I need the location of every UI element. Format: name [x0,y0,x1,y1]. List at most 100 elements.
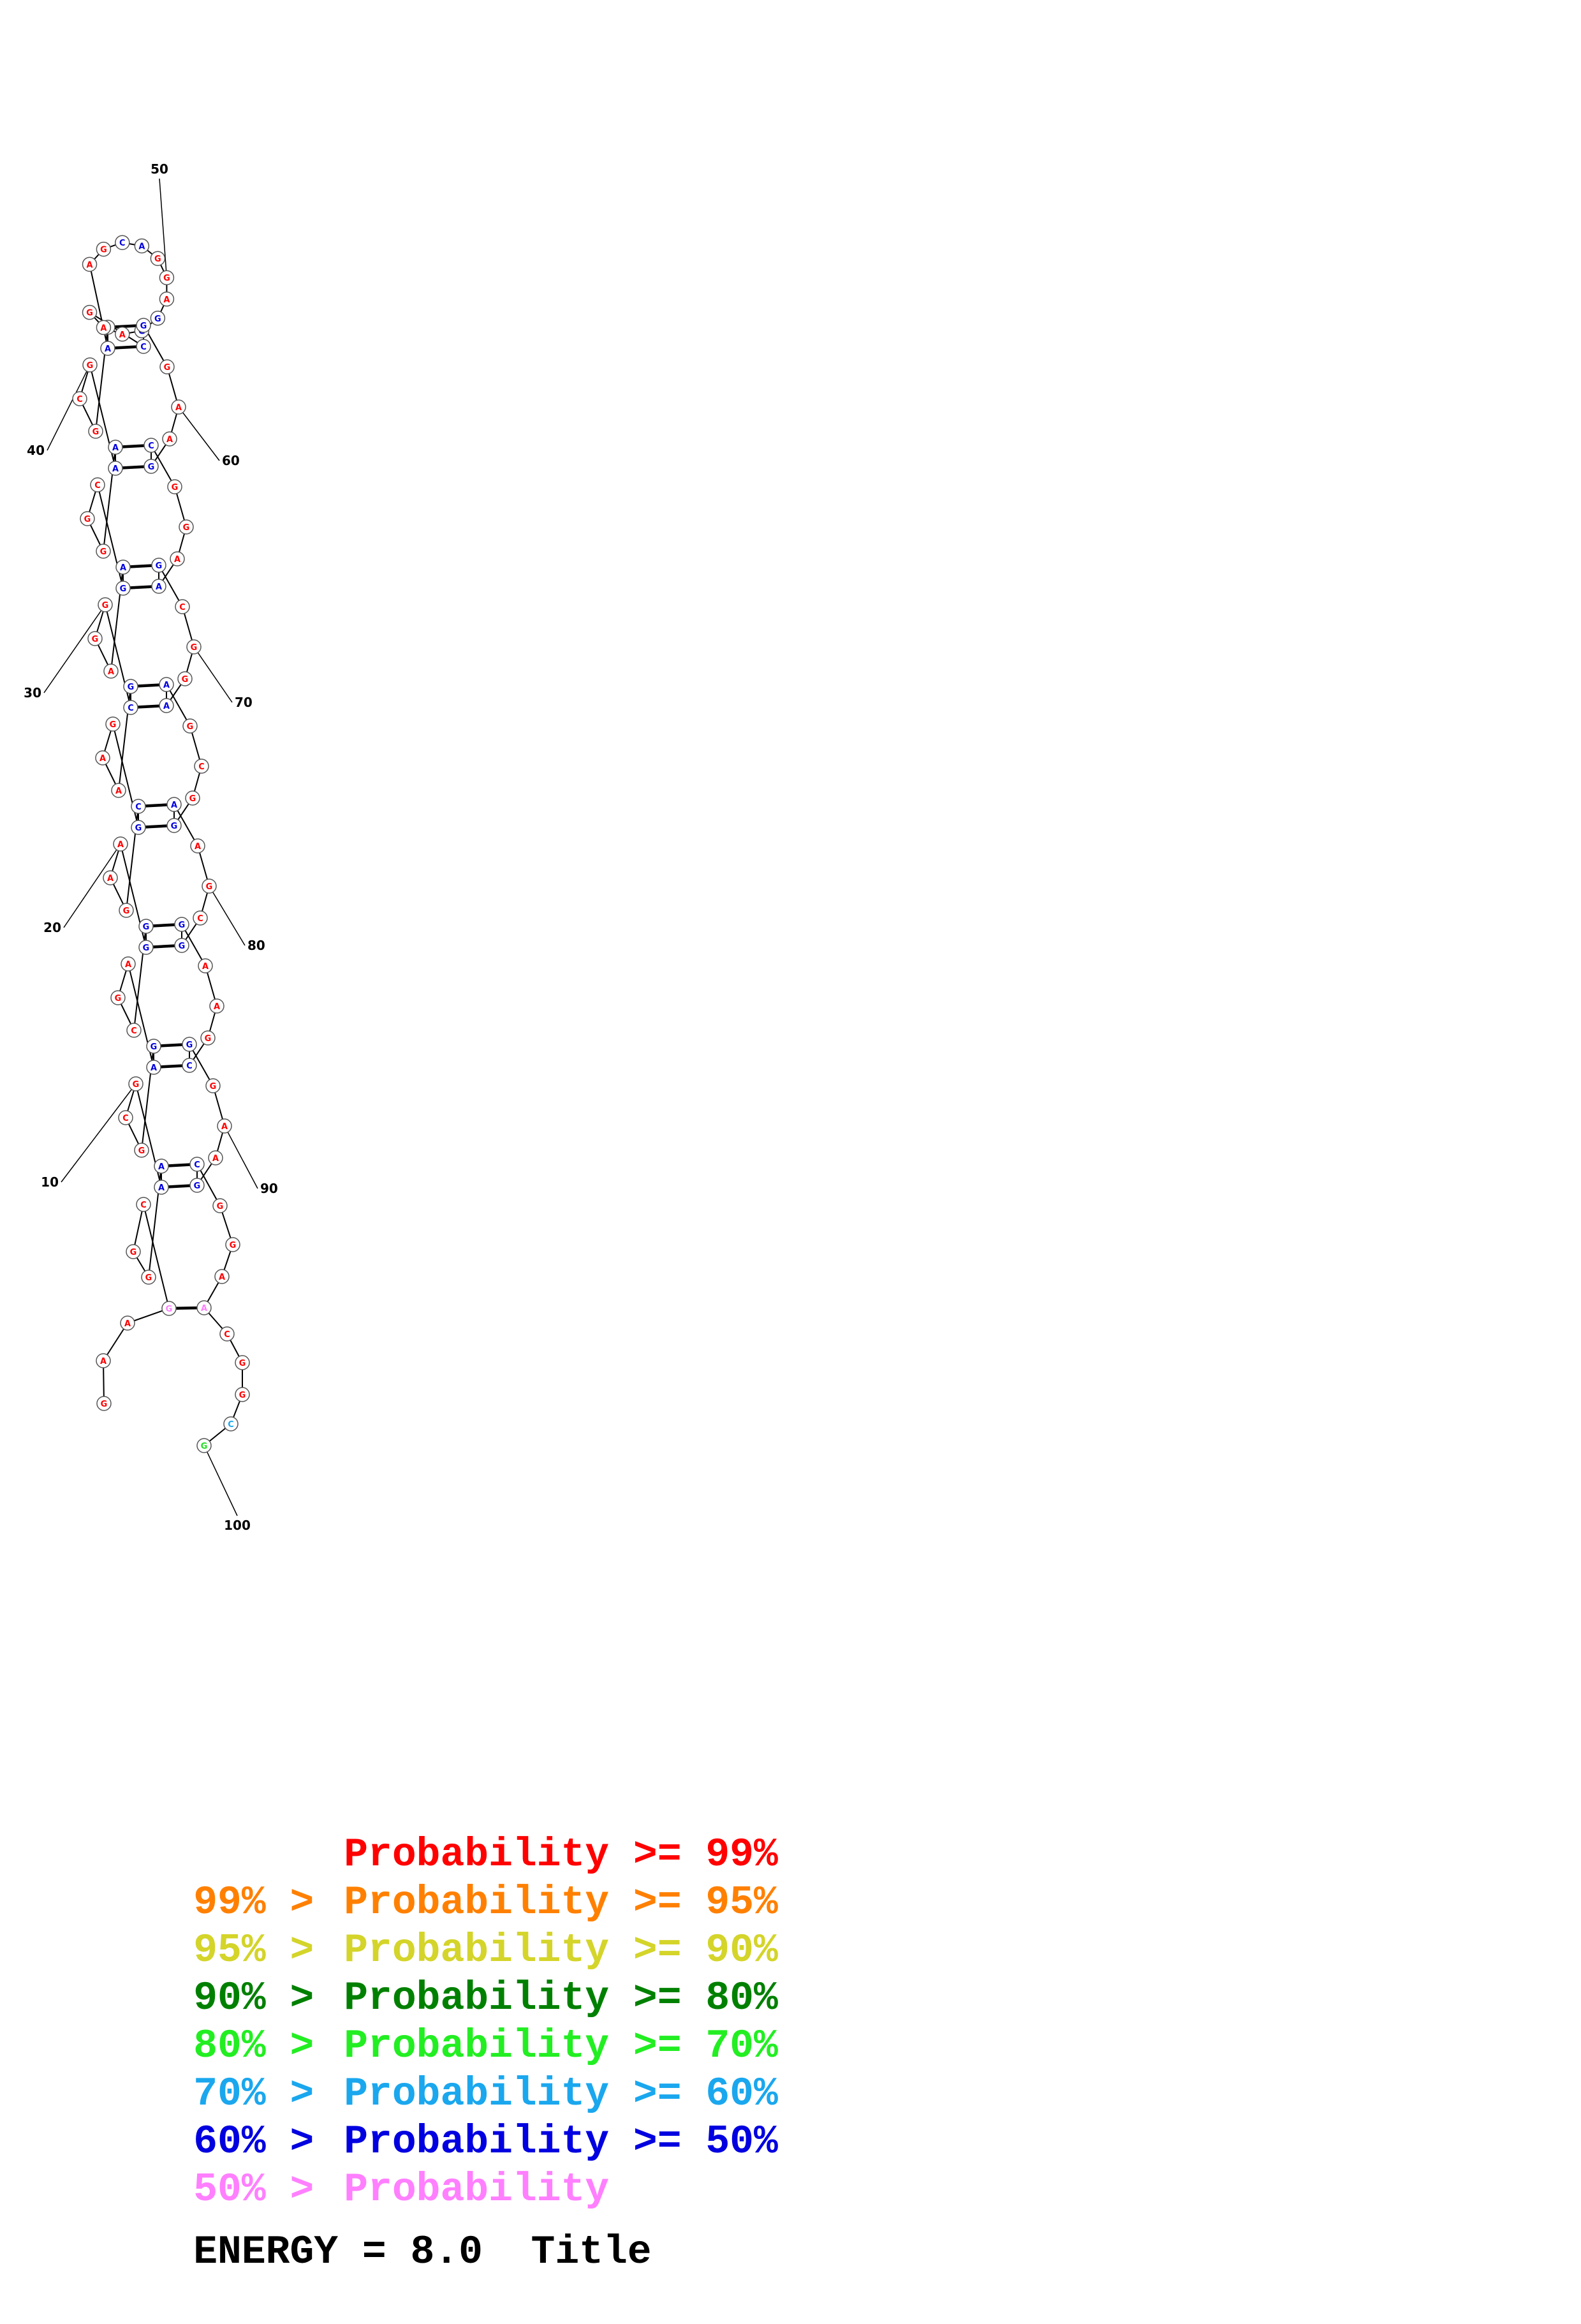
position-tick-line [47,364,91,451]
nucleotide: G [174,917,189,932]
position-tick-line [159,178,168,278]
nucleotide: G [161,1301,177,1316]
nucleotide: C [136,1197,151,1212]
svg-text:G: G [183,523,190,533]
svg-text:C: C [198,762,205,772]
nucleotide: G [182,718,198,734]
nucleotide: G [80,511,95,526]
svg-text:A: A [108,667,114,677]
nucleotide: G [196,1438,212,1453]
svg-text:G: G [201,1442,208,1451]
nucleotide: A [96,320,112,336]
legend-row: 60% > Probability >= 50% [97,2070,778,2214]
svg-text:A: A [174,555,180,565]
energy-title-line: ENERGY = 8.0 Title [97,2180,651,2324]
legend-row-right: Probability >= 90% [344,1928,778,1973]
legend-row-left: 90% > [193,1976,314,2021]
nucleotide: A [166,797,182,812]
backbone-segment [166,684,191,727]
nucleotide: G [115,581,131,596]
nucleotide: A [196,1300,212,1315]
svg-text:G: G [130,1248,137,1257]
svg-text:G: G [154,255,161,264]
svg-text:C: C [119,239,126,248]
nucleotide: A [208,1150,223,1166]
legend-row: Probability >= 99% [97,1783,778,1927]
svg-text:A: A [219,1273,225,1282]
svg-text:G: G [128,683,135,692]
svg-text:A: A [166,435,173,445]
svg-text:A: A [175,403,182,413]
nucleotide: C [194,759,209,774]
legend-row-right: Probability >= 70% [344,2024,778,2069]
nucleotide: G [128,1076,143,1092]
svg-text:G: G [171,822,178,831]
nucleotide: G [159,359,175,374]
svg-text:C: C [128,704,134,713]
nucleotide: A [162,431,177,447]
svg-text:C: C [140,343,147,352]
nucleotide: C [175,599,190,614]
svg-text:A: A [105,344,111,354]
svg-text:C: C [131,1026,137,1036]
nucleotide: C [219,1326,235,1342]
svg-text:C: C [194,1160,200,1170]
backbone-segment [196,1164,221,1206]
nucleotide: G [88,424,103,439]
nucleotide: A [121,956,136,972]
position-label: 30 [24,685,41,700]
legend-row-left: 70% > [193,2071,314,2117]
nucleotide: C [90,477,105,492]
svg-text:A: A [156,582,162,592]
svg-text:G: G [115,994,122,1003]
nucleotide: C [123,700,138,715]
nucleotide: A [103,663,119,679]
svg-text:G: G [145,1273,152,1283]
svg-text:G: G [143,944,150,953]
nucleotide: G [235,1355,250,1370]
svg-text:G: G [187,722,194,732]
nucleotide: A [146,1060,161,1075]
svg-text:G: G [92,427,99,437]
legend-row-left: 60% > [193,2119,314,2165]
svg-text:G: G [166,1305,173,1314]
nucleotide: G [123,679,138,694]
nucleotide: G [182,1037,197,1052]
svg-text:G: G [164,363,171,373]
svg-text:C: C [77,395,83,404]
svg-text:A: A [117,840,124,850]
svg-text:C: C [148,441,154,451]
nucleotide: G [82,304,98,320]
nucleotide: A [154,1180,169,1195]
nucleotide: G [110,990,126,1005]
backbone-segment [181,924,206,966]
svg-text:A: A [214,1002,220,1012]
svg-text:G: G [120,584,127,594]
nucleotide: G [96,1396,112,1411]
nucleotide: A [154,1158,169,1174]
nucleotide: C [189,1157,205,1172]
svg-text:G: G [206,882,213,892]
svg-text:G: G [205,1034,212,1044]
nucleotide: G [202,878,217,894]
svg-text:G: G [140,322,147,331]
nucleotide: G [98,597,113,612]
svg-text:A: A [115,787,122,796]
svg-text:G: G [189,794,196,804]
svg-text:C: C [186,1062,193,1071]
nucleotide: G [119,903,134,918]
position-tick-line [203,1445,238,1516]
svg-text:A: A [100,1357,107,1366]
svg-text:G: G [179,942,186,951]
svg-text:A: A [119,330,126,340]
legend-row: 99% > Probability >= 95% [97,1831,778,1974]
nucleotide: A [159,292,175,307]
position-tick-line [43,604,106,693]
legend-row: 70% > Probability >= 60% [97,2022,778,2166]
nucleotide: G [212,1198,228,1213]
svg-text:G: G [92,635,99,644]
nucleotide: G [141,1269,156,1285]
legend-row: 95% > Probability >= 90% [97,1879,778,2022]
svg-text:A: A [163,681,170,690]
svg-text:G: G [101,1400,108,1409]
